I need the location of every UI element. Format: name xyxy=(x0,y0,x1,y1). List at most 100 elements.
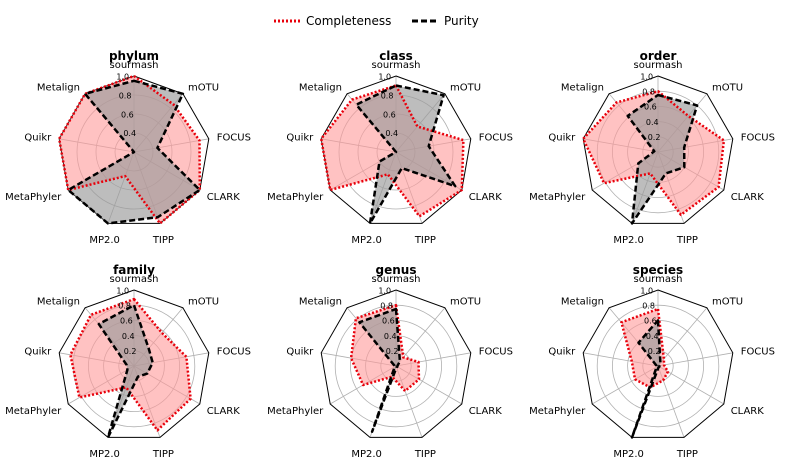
category-label-clark: CLARK xyxy=(207,406,241,417)
category-label-sourmash: sourmash xyxy=(633,274,682,285)
series-line-purity xyxy=(66,79,202,225)
panel-title: genus xyxy=(376,263,417,277)
category-label-clark: CLARK xyxy=(469,192,503,203)
radar-panel-family: 0.2 0.4 0.6 0.8 1.0 sourmash mOTU FOCUS CLARK TIP… xyxy=(5,263,251,460)
category-label-tipp: TIPP xyxy=(152,235,174,246)
legend-label-purity: Purity xyxy=(444,14,479,28)
category-label-motu: mOTU xyxy=(712,297,743,308)
category-label-sourmash: sourmash xyxy=(109,60,158,71)
category-label-focus: FOCUS xyxy=(479,132,513,143)
series-area-purity xyxy=(356,85,456,224)
category-label-tipp: TIPP xyxy=(152,449,174,460)
radial-tick-label: 0.6 xyxy=(382,317,395,326)
category-label-motu: mOTU xyxy=(188,297,219,308)
radial-tick-label: 0.2 xyxy=(124,347,137,356)
radial-tick-label: 0.4 xyxy=(122,332,135,341)
radar-frame xyxy=(320,75,472,224)
radial-tick-label: 0.8 xyxy=(381,91,394,100)
category-label-quikr: Quikr xyxy=(286,132,314,143)
category-label-metalign: Metalign xyxy=(37,83,80,94)
category-label-focus: FOCUS xyxy=(217,132,251,143)
radial-tick-label: 0.8 xyxy=(642,88,655,97)
category-label-metaphyler: MetaPhyler xyxy=(529,192,586,203)
category-label-focus: FOCUS xyxy=(741,346,775,357)
legend-label-completeness: Completeness xyxy=(306,14,391,28)
category-label-metaphyler: MetaPhyler xyxy=(267,406,324,417)
radial-tick-label: 0.4 xyxy=(646,118,659,127)
radial-tick-label: 0.6 xyxy=(383,110,396,119)
category-label-mp2-0: MP2.0 xyxy=(613,235,644,246)
category-label-sourmash: sourmash xyxy=(371,274,420,285)
category-label-sourmash: sourmash xyxy=(109,274,158,285)
category-label-metalign: Metalign xyxy=(37,297,80,308)
panel-title: phylum xyxy=(109,49,159,63)
radial-tick-label: 0.4 xyxy=(646,332,659,341)
series-area-purity xyxy=(98,305,153,438)
category-label-clark: CLARK xyxy=(731,406,765,417)
category-label-metaphyler: MetaPhyler xyxy=(529,406,586,417)
series-line-purity xyxy=(630,319,662,439)
radar-frame xyxy=(58,289,210,438)
series-line-completeness xyxy=(319,84,465,218)
category-label-quikr: Quikr xyxy=(286,346,314,357)
panel-title: family xyxy=(113,263,155,277)
radial-tick-label: 0.4 xyxy=(123,129,136,138)
category-label-focus: FOCUS xyxy=(217,346,251,357)
category-label-quikr: Quikr xyxy=(24,132,52,143)
category-label-sourmash: sourmash xyxy=(371,60,420,71)
radar-panel-order: 0.2 0.4 0.6 0.8 1.0 sourmash mOTU FOCUS CLARK TIP… xyxy=(529,49,775,246)
category-label-tipp: TIPP xyxy=(414,235,436,246)
radar-panel-genus: 0.2 0.4 0.6 0.8 1.0 sourmash mOTU FOCUS CLARK TIP… xyxy=(267,263,513,460)
category-label-clark: CLARK xyxy=(207,192,241,203)
radial-tick-label: 0.6 xyxy=(644,317,657,326)
category-label-motu: mOTU xyxy=(712,83,743,94)
radial-tick-label: 1.0 xyxy=(640,287,653,296)
category-label-focus: FOCUS xyxy=(741,132,775,143)
category-label-mp2-0: MP2.0 xyxy=(89,235,120,246)
category-label-quikr: Quikr xyxy=(548,346,576,357)
category-label-motu: mOTU xyxy=(188,83,219,94)
grid-spoke xyxy=(657,352,733,367)
radial-tick-label: 0.6 xyxy=(121,110,134,119)
radial-tick-label: 0.2 xyxy=(386,347,399,356)
radial-tick-label: 1.0 xyxy=(378,73,391,82)
category-label-motu: mOTU xyxy=(450,297,481,308)
category-label-mp2-0: MP2.0 xyxy=(89,449,120,460)
radial-tick-label: 0.8 xyxy=(119,91,132,100)
series-line-purity xyxy=(626,93,699,225)
series-area-purity xyxy=(627,95,698,224)
radar-frame xyxy=(582,289,734,438)
radar-panels: 0.4 0.6 0.8 1.0 sourmash mOTU FOCUS CLARK TIPP MP… xyxy=(5,49,775,460)
radial-tick-label: 0.8 xyxy=(118,302,131,311)
radar-panel-species: 0.2 0.4 0.6 0.8 1.0 sourmash mOTU FOCUS CLARK TIP… xyxy=(529,263,775,460)
category-label-metalign: Metalign xyxy=(561,297,604,308)
series-line-purity xyxy=(355,84,457,225)
panel-title: class xyxy=(379,49,413,63)
series-line-completeness xyxy=(581,89,726,217)
series-line-completeness xyxy=(349,303,421,393)
radial-tick-label: 1.0 xyxy=(640,73,653,82)
radial-tick-label: 1.0 xyxy=(116,73,129,82)
radial-tick-label: 0.4 xyxy=(384,332,397,341)
series-area-purity xyxy=(359,309,400,432)
category-label-mp2-0: MP2.0 xyxy=(351,449,382,460)
series-line-completeness xyxy=(620,307,670,389)
radial-tick-label: 1.0 xyxy=(378,287,391,296)
radial-tick-label: 0.2 xyxy=(648,133,661,142)
series-line-purity xyxy=(358,307,402,433)
radial-tick-label: 0.8 xyxy=(642,302,655,311)
category-label-metalign: Metalign xyxy=(299,83,342,94)
category-label-quikr: Quikr xyxy=(24,346,52,357)
radar-panel-class: 0.4 0.6 0.8 1.0 sourmash mOTU FOCUS CLARK TIPP MP… xyxy=(267,49,513,246)
series-line-completeness xyxy=(57,74,202,225)
category-label-clark: CLARK xyxy=(469,406,503,417)
category-label-motu: mOTU xyxy=(450,83,481,94)
radial-tick-label: 0.2 xyxy=(648,347,661,356)
panel-title: species xyxy=(633,263,683,277)
category-label-focus: FOCUS xyxy=(479,346,513,357)
category-label-metaphyler: MetaPhyler xyxy=(5,406,62,417)
series-area-purity xyxy=(632,320,661,438)
category-label-tipp: TIPP xyxy=(676,449,698,460)
radial-tick-label: 0.6 xyxy=(120,317,133,326)
